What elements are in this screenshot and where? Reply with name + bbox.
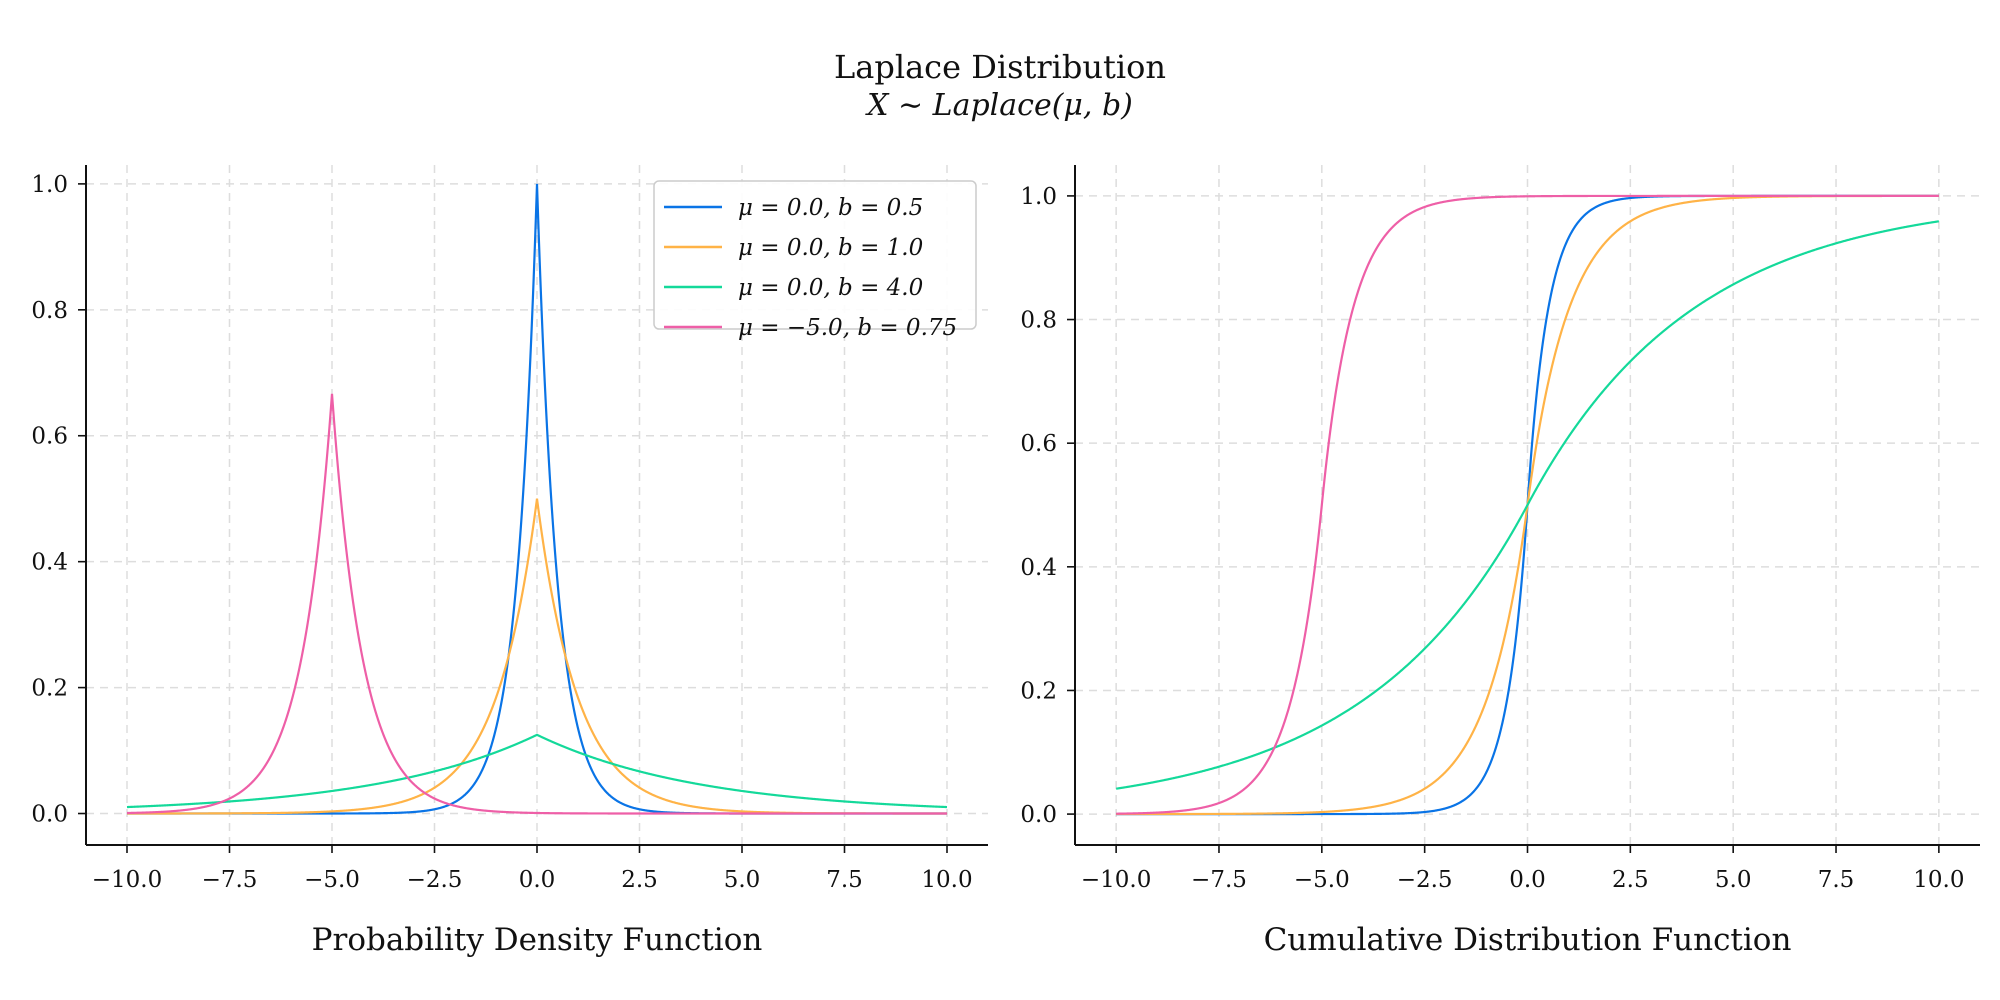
- pdf-ytick-label-2: 0.4: [31, 550, 68, 576]
- cdf-xtick-label-0: −10.0: [1081, 867, 1151, 893]
- cdf-xtick-label-6: 5.0: [1715, 867, 1752, 893]
- pdf-legend-box: [653, 180, 977, 330]
- cdf-ytick-label-2: 0.4: [1020, 555, 1057, 581]
- cdf-xtick-label-8: 10.0: [1913, 867, 1964, 893]
- pdf-xtick-label-2: −5.0: [304, 867, 360, 893]
- pdf-legend-label-1: μ = 0.0, b = 1.0: [738, 235, 923, 261]
- cdf-xtick-label-1: −7.5: [1191, 867, 1247, 893]
- pdf-panel: −10.0 −7.5 −5.0 −2.5 0.0 2.5 5.0 7.5 10.0 0.0 0.2 0…: [31, 165, 988, 958]
- pdf-legend-label-0: μ = 0.0, b = 0.5: [738, 195, 923, 221]
- pdf-xlabel: Probability Density Function: [312, 922, 763, 958]
- pdf-ytick-label-5: 1.0: [31, 172, 68, 198]
- chart-title: Laplace Distribution: [834, 48, 1166, 86]
- cdf-ytick-label-1: 0.2: [1020, 678, 1057, 704]
- pdf-xtick-label-0: −10.0: [92, 867, 162, 893]
- pdf-legend-label-3: μ = −5.0, b = 0.75: [738, 315, 957, 341]
- cdf-xlabel: Cumulative Distribution Function: [1264, 922, 1792, 958]
- pdf-xtick-label-3: −2.5: [407, 867, 463, 893]
- cdf-xtick-label-2: −5.0: [1294, 867, 1350, 893]
- pdf-series-2: [126, 733, 948, 809]
- pdf-xtick-label-5: 2.5: [621, 867, 658, 893]
- cdf-ytick-label-0: 0.0: [1020, 802, 1057, 828]
- cdf-xtick-label-7: 7.5: [1818, 867, 1855, 893]
- cdf-xtick-label-5: 2.5: [1612, 867, 1649, 893]
- pdf-xtick-label-7: 7.5: [826, 867, 863, 893]
- cdf-series-2: [1115, 220, 1940, 790]
- pdf-xtick-label-6: 5.0: [724, 867, 761, 893]
- pdf-ytick-label-1: 0.2: [31, 676, 68, 702]
- cdf-ytick-label-3: 0.6: [1020, 431, 1057, 457]
- chart-subtitle: X ∼ Laplace(μ, b): [867, 88, 1133, 123]
- pdf-xtick-label-4: 0.0: [519, 867, 556, 893]
- pdf-ytick-label-4: 0.8: [31, 298, 68, 324]
- cdf-panel: −10.0 −7.5 −5.0 −2.5 0.0 2.5 5.0 7.5 10.0 0.0 0.2 0…: [1020, 165, 1980, 958]
- cdf-xtick-label-3: −2.5: [1397, 867, 1453, 893]
- cdf-series-3: [1116, 194, 1939, 815]
- pdf-legend-label-2: μ = 0.0, b = 4.0: [738, 275, 923, 301]
- pdf-ytick-label-3: 0.6: [31, 424, 68, 450]
- cdf-ytick-label-5: 1.0: [1020, 184, 1057, 210]
- pdf-legend: μ = 0.0, b = 0.5 μ = 0.0, b = 1.0 μ = 0.0,…: [653, 180, 977, 341]
- pdf-ytick-label-0: 0.0: [31, 802, 68, 828]
- pdf-series-3: [127, 393, 947, 815]
- pdf-xtick-label-1: −7.5: [202, 867, 258, 893]
- cdf-ytick-label-4: 0.8: [1020, 308, 1057, 334]
- cdf-xtick-label-4: 0.0: [1509, 867, 1546, 893]
- pdf-xtick-label-8: 10.0: [921, 867, 972, 893]
